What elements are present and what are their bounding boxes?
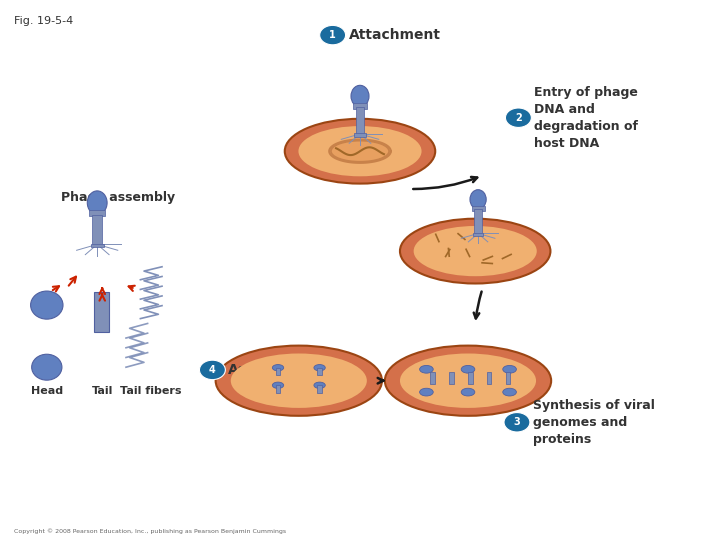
Circle shape xyxy=(320,25,346,45)
Ellipse shape xyxy=(351,85,369,107)
Bar xyxy=(472,206,485,211)
Ellipse shape xyxy=(462,366,474,373)
Ellipse shape xyxy=(285,119,435,184)
Bar xyxy=(318,385,322,393)
Bar xyxy=(276,368,280,375)
Text: 2: 2 xyxy=(515,113,522,123)
Ellipse shape xyxy=(314,382,325,388)
Ellipse shape xyxy=(400,219,551,284)
Text: Head: Head xyxy=(31,386,63,396)
Ellipse shape xyxy=(503,388,516,396)
Ellipse shape xyxy=(331,140,389,162)
Text: Entry of phage
DNA and
degradation of
host DNA: Entry of phage DNA and degradation of ho… xyxy=(534,86,638,150)
Text: Synthesis of viral
genomes and
proteins: Synthesis of viral genomes and proteins xyxy=(533,399,654,446)
Ellipse shape xyxy=(470,190,486,209)
Circle shape xyxy=(199,360,225,380)
Ellipse shape xyxy=(32,354,62,380)
Circle shape xyxy=(504,413,530,432)
Ellipse shape xyxy=(87,191,107,215)
Bar xyxy=(318,368,322,375)
Circle shape xyxy=(505,108,531,127)
Bar xyxy=(487,372,492,384)
Text: 1: 1 xyxy=(329,30,336,40)
Text: Tail fibers: Tail fibers xyxy=(120,386,182,396)
Ellipse shape xyxy=(299,126,422,176)
Text: Assembly: Assembly xyxy=(228,363,303,377)
Text: Tail: Tail xyxy=(91,386,113,396)
Ellipse shape xyxy=(230,354,367,408)
Ellipse shape xyxy=(420,388,433,396)
Text: Attachment: Attachment xyxy=(349,28,441,42)
Bar xyxy=(89,211,105,217)
Bar xyxy=(276,385,280,393)
Bar xyxy=(474,209,482,233)
Ellipse shape xyxy=(400,354,536,408)
Bar xyxy=(449,372,454,384)
Ellipse shape xyxy=(272,382,284,388)
Bar xyxy=(91,244,104,247)
Text: Phage assembly: Phage assembly xyxy=(61,191,176,204)
Bar xyxy=(473,233,483,236)
Ellipse shape xyxy=(272,364,284,371)
Ellipse shape xyxy=(216,346,382,416)
Bar xyxy=(94,292,109,332)
Text: Fig. 19-5-4: Fig. 19-5-4 xyxy=(14,16,73,26)
Bar xyxy=(354,133,366,137)
Text: Copyright © 2008 Pearson Education, Inc., publishing as Pearson Benjamin Cumming: Copyright © 2008 Pearson Education, Inc.… xyxy=(14,528,287,534)
Ellipse shape xyxy=(314,364,325,371)
Ellipse shape xyxy=(503,366,516,373)
Ellipse shape xyxy=(420,366,433,373)
Ellipse shape xyxy=(462,388,474,396)
Bar xyxy=(468,372,472,384)
Text: 3: 3 xyxy=(513,417,521,427)
Bar xyxy=(92,214,102,244)
Ellipse shape xyxy=(384,346,552,416)
Text: 4: 4 xyxy=(209,365,216,375)
Bar xyxy=(431,372,435,384)
Ellipse shape xyxy=(414,226,537,276)
Bar xyxy=(353,103,367,109)
Bar xyxy=(505,372,510,384)
Bar xyxy=(356,107,364,134)
Ellipse shape xyxy=(31,291,63,319)
